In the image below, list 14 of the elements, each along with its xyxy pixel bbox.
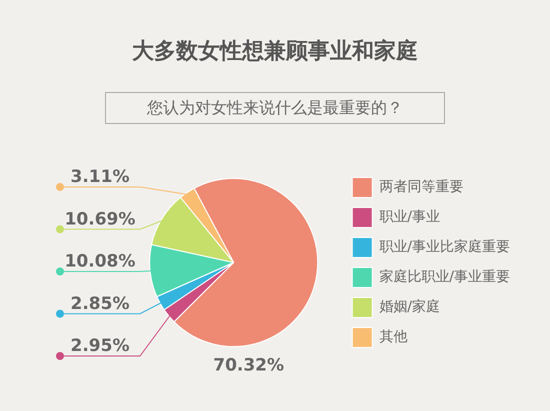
data-label: 10.08% (64, 252, 136, 272)
data-label: 2.95% (70, 336, 130, 356)
data-label: 10.69% (64, 209, 136, 230)
legend-label: 其他 (379, 329, 408, 346)
legend-label: 职业/事业比家庭重要 (379, 239, 510, 256)
chart-title: 大多数女性想兼顾事业和家庭 (131, 38, 419, 66)
chart-subtitle: 您认为对女性来说什么是最重要的？ (105, 92, 445, 124)
legend-label: 职业/事业 (379, 209, 440, 226)
data-label: 70.32% (213, 356, 284, 376)
data-label: 2.85% (70, 294, 130, 314)
legend-label: 家庭比职业/事业重要 (379, 269, 510, 286)
legend-label: 两者同等重要 (379, 179, 464, 196)
legend-label: 婚姻/家庭 (379, 299, 440, 316)
data-label: 3.11% (70, 167, 130, 187)
